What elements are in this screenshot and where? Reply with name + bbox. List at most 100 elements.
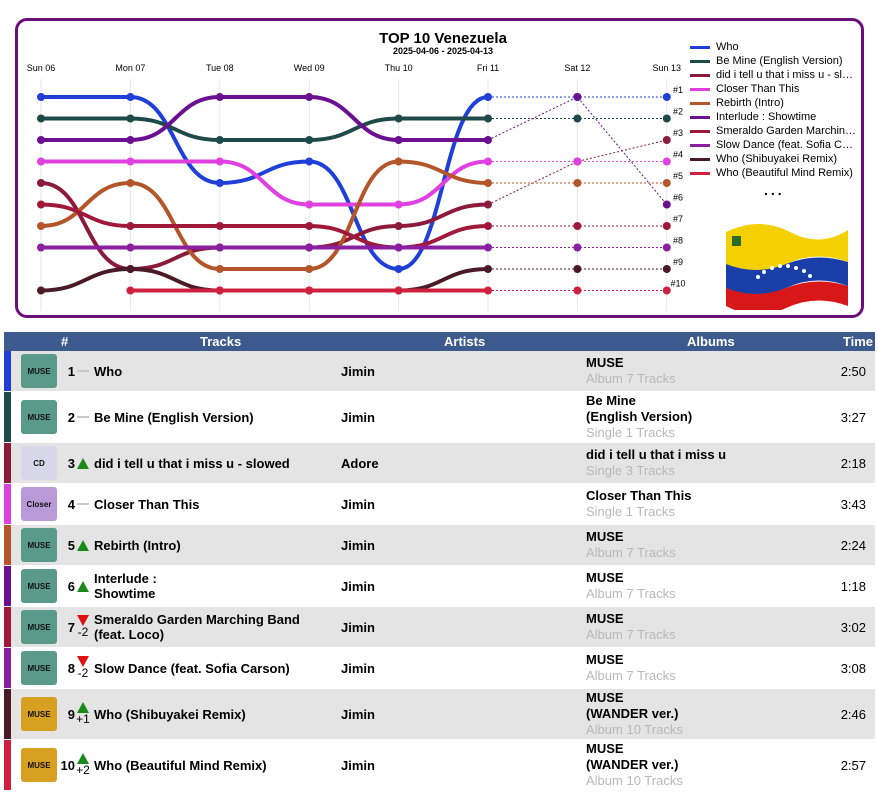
data-point bbox=[662, 200, 671, 209]
album-cell[interactable]: MUSE Album 7 Tracks bbox=[586, 652, 786, 684]
artist-name[interactable]: Jimin bbox=[341, 757, 375, 773]
album-track-count: Album 7 Tracks bbox=[586, 668, 676, 683]
track-duration: 2:24 bbox=[840, 537, 866, 553]
album-cover-thumbnail[interactable]: MUSE bbox=[21, 400, 57, 434]
table-row[interactable]: MUSE 6 Interlude : Showtime Jimin MUSE Album … bbox=[4, 566, 875, 607]
data-point bbox=[394, 265, 403, 273]
legend-swatch bbox=[690, 73, 710, 77]
track-title[interactable]: Be Mine (English Version) bbox=[94, 409, 254, 425]
artist-name[interactable]: Jimin bbox=[341, 537, 375, 553]
legend-item[interactable]: Be Mine (English Version) bbox=[690, 54, 861, 68]
artist-name[interactable]: Jimin bbox=[341, 409, 375, 425]
artist-name[interactable]: Jimin bbox=[341, 706, 375, 722]
album-cell[interactable]: MUSE Album 7 Tracks bbox=[586, 529, 786, 561]
album-cover-thumbnail[interactable]: CD bbox=[21, 446, 57, 480]
track-title[interactable]: Who bbox=[94, 363, 123, 379]
table-row[interactable]: MUSE 5 Rebirth (Intro) Jimin MUSE Album 7 Tra… bbox=[4, 525, 875, 566]
no-change-dash-icon bbox=[77, 503, 89, 505]
album-cover-thumbnail[interactable]: Closer bbox=[21, 487, 57, 521]
album-cell[interactable]: MUSE Album 7 Tracks bbox=[586, 355, 786, 387]
rank-change-indicator: -2 bbox=[75, 656, 91, 680]
album-cell[interactable]: MUSE (WANDER ver.) Album 10 Tracks bbox=[586, 690, 786, 738]
track-title[interactable]: Slow Dance (feat. Sofia Carson) bbox=[94, 660, 290, 676]
album-cell[interactable]: MUSE Album 7 Tracks bbox=[586, 611, 786, 643]
track-title[interactable]: Smeraldo Garden Marching Band (feat. Loc… bbox=[94, 612, 300, 642]
track-title[interactable]: Who (Shibuyakei Remix) bbox=[94, 706, 246, 722]
album-cover-thumbnail[interactable]: MUSE bbox=[21, 748, 57, 782]
legend-label: Interlude : Showtime bbox=[716, 111, 817, 123]
legend-item[interactable]: Rebirth (Intro) bbox=[690, 96, 861, 110]
table-row[interactable]: MUSE 9 +1 Who (Shibuyakei Remix) Jimin MUSE (… bbox=[4, 689, 875, 740]
row-color-bar bbox=[4, 351, 11, 391]
data-point bbox=[394, 243, 403, 252]
x-tick-label: Fri 11 bbox=[477, 63, 499, 73]
rank-change-indicator bbox=[75, 503, 91, 505]
data-point bbox=[37, 286, 45, 295]
legend-item[interactable]: Interlude : Showtime bbox=[690, 110, 861, 124]
album-cover-thumbnail[interactable]: MUSE bbox=[21, 354, 57, 388]
data-point bbox=[662, 222, 671, 230]
header-artists[interactable]: Artists bbox=[444, 334, 486, 349]
album-cover-thumbnail[interactable]: MUSE bbox=[21, 610, 57, 644]
header-tracks[interactable]: Tracks bbox=[200, 334, 242, 349]
rank-label: #8 bbox=[673, 236, 683, 246]
legend-item[interactable]: Who bbox=[690, 40, 861, 54]
track-title[interactable]: Who (Beautiful Mind Remix) bbox=[94, 757, 267, 773]
rank-label: #7 bbox=[673, 214, 683, 224]
legend-item[interactable]: Who (Shibuyakei Remix) bbox=[690, 152, 861, 166]
data-point bbox=[662, 286, 671, 295]
album-cell[interactable]: Be Mine (English Version) Single 1 Tracks bbox=[586, 393, 786, 441]
artist-name[interactable]: Adore bbox=[341, 455, 379, 471]
album-cell[interactable]: MUSE (WANDER ver.) Album 10 Tracks bbox=[586, 741, 786, 789]
table-row[interactable]: MUSE 10 +2 Who (Beautiful Mind Remix) Jimin M… bbox=[4, 740, 875, 791]
artist-name[interactable]: Jimin bbox=[341, 578, 375, 594]
album-cover-thumbnail[interactable]: MUSE bbox=[21, 651, 57, 685]
rank-change-indicator bbox=[75, 580, 91, 592]
rank-change-value: +1 bbox=[76, 712, 90, 726]
series-projection-line bbox=[487, 96, 668, 205]
legend-more-indicator[interactable]: ... bbox=[764, 182, 785, 198]
artist-name[interactable]: Jimin bbox=[341, 496, 375, 512]
table-row[interactable]: CD 3 did i tell u that i miss u - slowed Ad… bbox=[4, 443, 875, 484]
header-rank[interactable]: # bbox=[61, 334, 69, 349]
legend-item[interactable]: Closer Than This bbox=[690, 82, 861, 96]
header-albums[interactable]: Albums bbox=[687, 334, 735, 349]
legend-item[interactable]: Slow Dance (feat. Sofia Ca… bbox=[690, 138, 861, 152]
artist-name[interactable]: Jimin bbox=[341, 619, 375, 635]
album-track-count: Album 7 Tracks bbox=[586, 627, 676, 642]
data-point bbox=[126, 265, 135, 273]
row-color-bar bbox=[4, 607, 11, 647]
legend-item[interactable]: Smeraldo Garden Marchin… bbox=[690, 124, 861, 138]
rank-label: #6 bbox=[673, 193, 683, 203]
legend-item[interactable]: did i tell u that i miss u - slo… bbox=[690, 68, 861, 82]
data-point bbox=[37, 243, 45, 252]
artist-name[interactable]: Jimin bbox=[341, 363, 375, 379]
table-row[interactable]: Closer 4 Closer Than This Jimin Closer Than … bbox=[4, 484, 875, 525]
album-cell[interactable]: MUSE Album 7 Tracks bbox=[586, 570, 786, 602]
table-row[interactable]: MUSE 7 -2 Smeraldo Garden Marching Band (fe… bbox=[4, 607, 875, 648]
x-tick-label: Tue 08 bbox=[206, 63, 234, 73]
legend-item[interactable]: Who (Beautiful Mind Remix) bbox=[690, 166, 861, 180]
table-row[interactable]: MUSE 1 Who Jimin MUSE Album 7 Tracks 2:50 bbox=[4, 351, 875, 392]
album-cover-thumbnail[interactable]: MUSE bbox=[21, 528, 57, 562]
album-cell[interactable]: did i tell u that i miss u Single 3 Track… bbox=[586, 447, 786, 479]
track-duration: 3:02 bbox=[840, 619, 866, 635]
rank-label: #3 bbox=[673, 128, 683, 138]
album-cover-thumbnail[interactable]: MUSE bbox=[21, 697, 57, 731]
album-cover-thumbnail[interactable]: MUSE bbox=[21, 569, 57, 603]
header-time[interactable]: Time bbox=[842, 334, 873, 349]
rank-number: 10 bbox=[60, 757, 75, 773]
artist-name[interactable]: Jimin bbox=[341, 660, 375, 676]
track-duration: 2:50 bbox=[840, 363, 866, 379]
table-row[interactable]: MUSE 8 -2 Slow Dance (feat. Sofia Carson) Ji… bbox=[4, 648, 875, 689]
album-cell[interactable]: Closer Than This Single 1 Tracks bbox=[586, 488, 786, 520]
up-arrow-icon bbox=[77, 580, 89, 592]
track-title[interactable]: Interlude : Showtime bbox=[94, 571, 157, 601]
track-title[interactable]: did i tell u that i miss u - slowed bbox=[94, 455, 290, 471]
track-title[interactable]: Closer Than This bbox=[94, 496, 200, 512]
table-body: MUSE 1 Who Jimin MUSE Album 7 Tracks 2:50 MUSE 2… bbox=[4, 351, 875, 791]
row-color-bar bbox=[4, 740, 11, 790]
data-point bbox=[37, 179, 45, 187]
track-title[interactable]: Rebirth (Intro) bbox=[94, 537, 181, 553]
table-row[interactable]: MUSE 2 Be Mine (English Version) Jimin Be Mi… bbox=[4, 392, 875, 443]
